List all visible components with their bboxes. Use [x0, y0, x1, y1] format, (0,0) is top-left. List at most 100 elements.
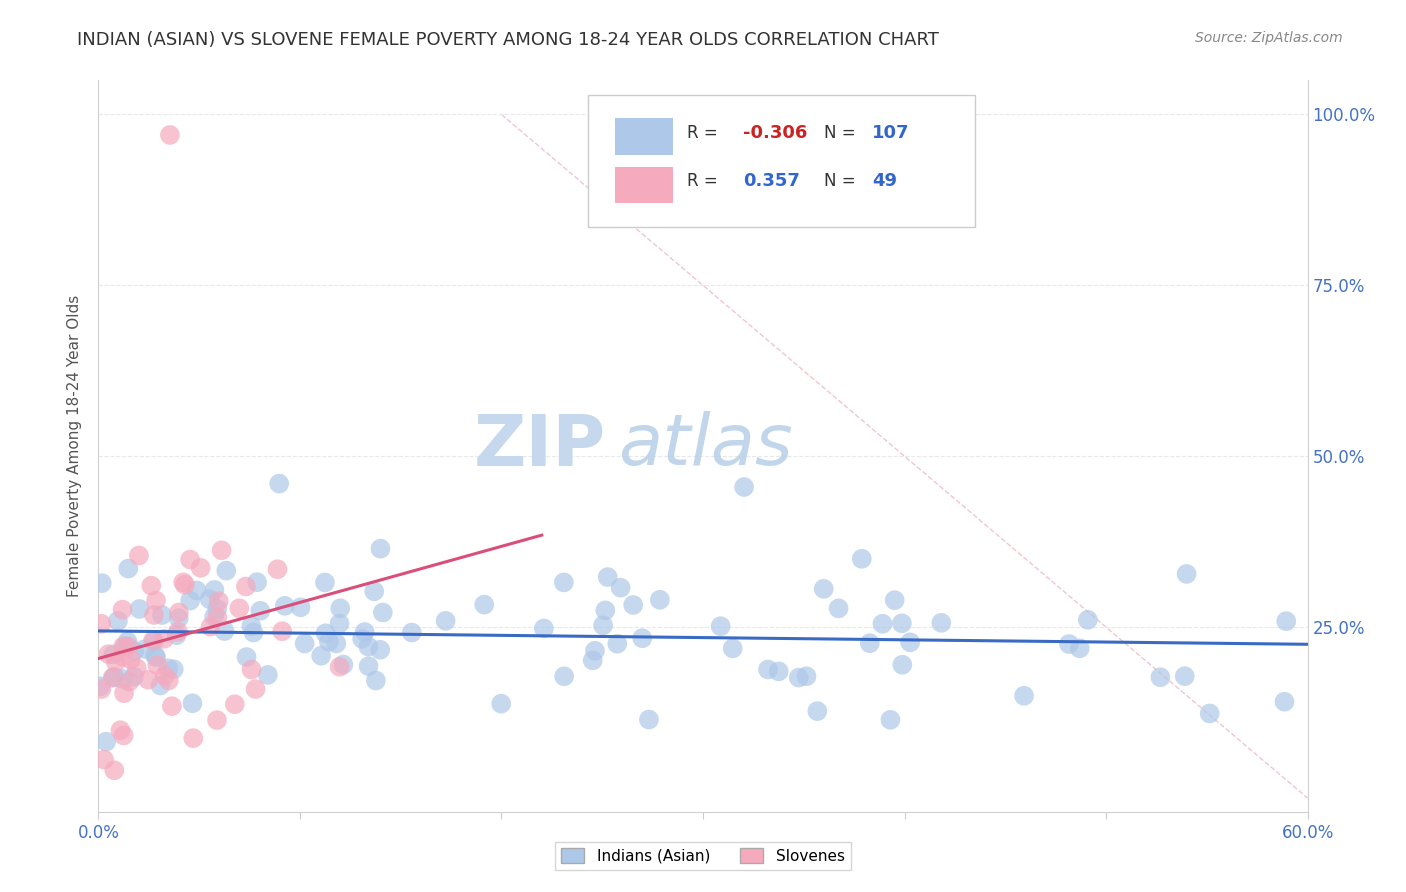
Point [363, 584, 385, 599]
Point [117, 634, 139, 648]
Point [146, 658, 169, 673]
Point [1012, 689, 1035, 703]
Point [271, 624, 294, 639]
Point [315, 626, 337, 640]
Text: Source: ZipAtlas.com: Source: ZipAtlas.com [1195, 31, 1343, 45]
Point [90, 576, 112, 591]
Point [120, 652, 142, 666]
Point [733, 480, 755, 494]
Point [118, 674, 141, 689]
Point [134, 642, 156, 657]
Point [153, 632, 176, 646]
Point [145, 650, 167, 665]
Point [112, 640, 135, 654]
Point [329, 660, 352, 674]
Point [142, 633, 165, 648]
Text: N =: N = [824, 124, 855, 142]
Point [110, 723, 132, 738]
Point [136, 673, 159, 687]
Point [103, 670, 125, 684]
Point [352, 632, 374, 646]
Point [472, 598, 495, 612]
Point [851, 551, 873, 566]
Point [290, 600, 312, 615]
Point [269, 476, 291, 491]
Point [157, 661, 180, 675]
Point [159, 128, 181, 142]
Point [112, 686, 135, 700]
Point [96, 734, 118, 748]
Text: 107: 107 [872, 124, 910, 142]
Point [143, 607, 166, 622]
Point [1274, 695, 1296, 709]
Point [325, 636, 347, 650]
Point [489, 697, 512, 711]
Point [207, 601, 229, 615]
Point [224, 697, 246, 711]
Point [90, 616, 112, 631]
Text: atlas: atlas [619, 411, 793, 481]
Point [246, 575, 269, 590]
Point [368, 642, 391, 657]
FancyBboxPatch shape [614, 167, 672, 203]
Point [638, 713, 661, 727]
Point [167, 611, 190, 625]
Point [813, 582, 835, 596]
Point [257, 668, 280, 682]
FancyBboxPatch shape [614, 119, 672, 155]
Point [179, 593, 201, 607]
Text: N =: N = [824, 172, 855, 190]
Point [1077, 613, 1099, 627]
Point [242, 625, 264, 640]
Point [198, 592, 221, 607]
Point [721, 641, 744, 656]
Point [97, 647, 120, 661]
Point [167, 624, 190, 639]
Point [160, 699, 183, 714]
Point [1174, 669, 1197, 683]
Point [329, 601, 352, 615]
Point [1149, 670, 1171, 684]
Point [553, 575, 575, 590]
Point [768, 665, 790, 679]
Point [89, 679, 111, 693]
Point [401, 625, 423, 640]
Text: R =: R = [688, 124, 718, 142]
Point [215, 564, 238, 578]
Point [583, 644, 606, 658]
FancyBboxPatch shape [588, 95, 976, 227]
Point [166, 628, 188, 642]
Point [609, 581, 631, 595]
Point [117, 640, 139, 654]
Point [806, 704, 828, 718]
Point [1057, 637, 1080, 651]
Point [434, 614, 457, 628]
Point [240, 663, 263, 677]
Point [371, 606, 394, 620]
Point [859, 636, 882, 650]
Point [898, 635, 921, 649]
Point [205, 713, 228, 727]
Point [710, 619, 733, 633]
Point [827, 601, 849, 615]
Point [186, 583, 208, 598]
Text: ZIP: ZIP [474, 411, 606, 481]
Point [112, 728, 135, 742]
Point [153, 669, 176, 683]
Point [157, 673, 180, 688]
Point [174, 577, 197, 591]
Point [90, 682, 112, 697]
Point [202, 609, 225, 624]
Point [128, 602, 150, 616]
Point [141, 579, 163, 593]
Point [208, 594, 231, 608]
Point [318, 634, 340, 648]
Point [364, 673, 387, 688]
Point [103, 670, 125, 684]
Point [606, 637, 628, 651]
Point [190, 561, 212, 575]
Text: -0.306: -0.306 [742, 124, 807, 142]
Point [117, 561, 139, 575]
Point [235, 650, 257, 665]
Point [240, 619, 263, 633]
